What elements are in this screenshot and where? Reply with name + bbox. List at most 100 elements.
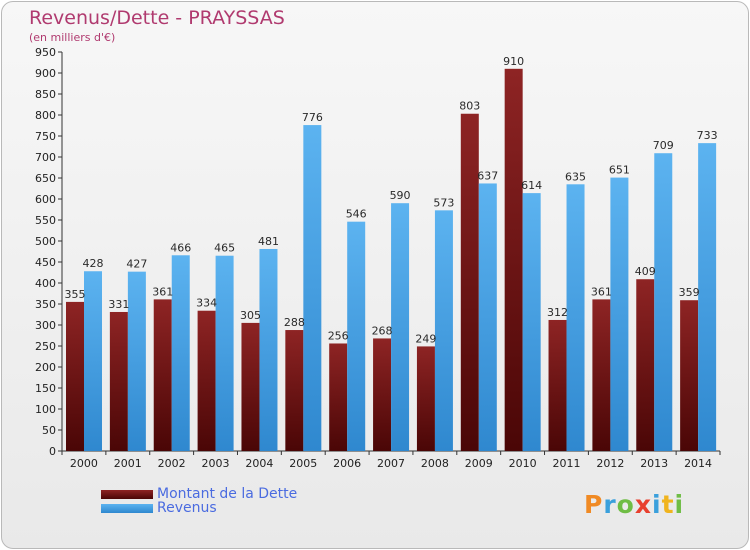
y-tick-label: 950 xyxy=(35,46,56,59)
x-tick-label: 2004 xyxy=(245,457,273,470)
y-tick-label: 850 xyxy=(35,88,56,101)
chart-value-labels: 355 428 331 427 361 466 334 465 305 481 288 776 256 5… xyxy=(65,55,718,346)
bar-revenus xyxy=(478,183,497,451)
value-label-dette: 288 xyxy=(284,316,305,329)
value-label-dette: 334 xyxy=(196,297,217,310)
y-tick-label: 350 xyxy=(35,298,56,311)
value-label-revenus: 546 xyxy=(346,208,367,221)
x-tick-label: 2012 xyxy=(596,457,624,470)
value-label-dette: 910 xyxy=(503,55,524,68)
value-label-dette: 803 xyxy=(459,100,480,113)
bar-revenus xyxy=(654,153,673,451)
y-tick-label: 500 xyxy=(35,235,56,248)
value-label-dette: 409 xyxy=(635,265,656,278)
value-label-dette: 359 xyxy=(679,286,700,299)
bar-dette xyxy=(680,300,699,451)
x-tick-label: 2000 xyxy=(70,457,98,470)
value-label-revenus: 481 xyxy=(258,235,279,248)
y-tick-label: 250 xyxy=(35,340,56,353)
bar-revenus xyxy=(347,221,366,451)
legend-label-revenus: Revenus xyxy=(157,500,217,516)
legend-label-dette: Montant de la Dette xyxy=(157,486,298,502)
bar-revenus xyxy=(259,248,278,451)
value-label-revenus: 427 xyxy=(126,258,147,271)
y-tick-label: 900 xyxy=(35,67,56,80)
value-label-dette: 355 xyxy=(65,288,86,301)
bar-dette xyxy=(504,68,523,452)
proxiti-logo: Proxiti xyxy=(584,490,685,519)
x-tick-label: 2001 xyxy=(114,457,142,470)
x-tick-label: 2013 xyxy=(640,457,668,470)
y-tick-label: 400 xyxy=(35,277,56,290)
bar-dette xyxy=(109,311,128,451)
x-tick-label: 2008 xyxy=(421,457,449,470)
value-label-revenus: 733 xyxy=(697,129,718,142)
y-tick-label: 650 xyxy=(35,172,56,185)
x-tick-label: 2011 xyxy=(552,457,580,470)
y-tick-label: 700 xyxy=(35,151,56,164)
x-tick-label: 2003 xyxy=(202,457,230,470)
value-label-revenus: 651 xyxy=(609,164,630,177)
bar-revenus xyxy=(215,255,234,451)
x-tick-label: 2002 xyxy=(158,457,186,470)
x-tick-label: 2006 xyxy=(333,457,361,470)
bar-dette xyxy=(416,346,435,451)
y-tick-label: 800 xyxy=(35,109,56,122)
bar-dette xyxy=(592,299,611,451)
bar-dette xyxy=(460,113,479,452)
bar-revenus xyxy=(303,125,322,451)
chart-title: Revenus/Dette - PRAYSSAS xyxy=(29,7,285,29)
value-label-revenus: 637 xyxy=(477,169,498,182)
bar-revenus xyxy=(566,184,585,452)
bar-dette xyxy=(153,299,172,451)
y-tick-label: 200 xyxy=(35,361,56,374)
value-label-dette: 331 xyxy=(108,298,129,311)
bar-dette xyxy=(241,322,260,451)
legend-swatch-dette xyxy=(101,490,153,499)
x-tick-label: 2005 xyxy=(289,457,317,470)
bar-revenus xyxy=(434,210,453,451)
bar-revenus xyxy=(171,255,190,451)
legend-swatch-revenus xyxy=(101,504,153,513)
bar-revenus xyxy=(84,271,102,451)
value-label-revenus: 590 xyxy=(390,189,411,202)
chart-bars xyxy=(66,68,717,452)
value-label-revenus: 776 xyxy=(302,111,323,124)
y-tick-label: 50 xyxy=(42,424,56,437)
bar-revenus xyxy=(610,177,629,451)
value-label-revenus: 635 xyxy=(565,170,586,183)
value-label-revenus: 428 xyxy=(83,257,104,270)
bar-dette xyxy=(548,319,567,451)
value-label-dette: 312 xyxy=(547,306,568,319)
y-tick-label: 100 xyxy=(35,403,56,416)
x-tick-label: 2010 xyxy=(509,457,537,470)
bar-revenus xyxy=(522,193,541,451)
value-label-revenus: 573 xyxy=(433,196,454,209)
x-tick-label: 2014 xyxy=(684,457,712,470)
bar-dette xyxy=(329,343,348,451)
value-label-dette: 249 xyxy=(415,332,436,345)
value-label-dette: 361 xyxy=(152,285,173,298)
y-tick-label: 550 xyxy=(35,214,56,227)
bar-dette xyxy=(373,338,392,451)
bar-revenus xyxy=(391,203,410,451)
y-tick-label: 150 xyxy=(35,382,56,395)
bar-dette xyxy=(197,310,216,451)
y-tick-label: 0 xyxy=(49,445,56,458)
value-label-dette: 361 xyxy=(591,285,612,298)
value-label-revenus: 466 xyxy=(170,241,191,254)
bar-revenus xyxy=(127,271,146,451)
value-label-dette: 268 xyxy=(372,324,393,337)
y-tick-label: 300 xyxy=(35,319,56,332)
bar-dette xyxy=(285,330,304,451)
chart-subtitle: (en milliers d'€) xyxy=(29,31,116,44)
x-tick-label: 2009 xyxy=(465,457,493,470)
y-tick-label: 450 xyxy=(35,256,56,269)
value-label-revenus: 709 xyxy=(653,139,674,152)
x-tick-label: 2007 xyxy=(377,457,405,470)
y-tick-label: 750 xyxy=(35,130,56,143)
bar-revenus xyxy=(698,143,717,451)
value-label-revenus: 465 xyxy=(214,242,235,255)
